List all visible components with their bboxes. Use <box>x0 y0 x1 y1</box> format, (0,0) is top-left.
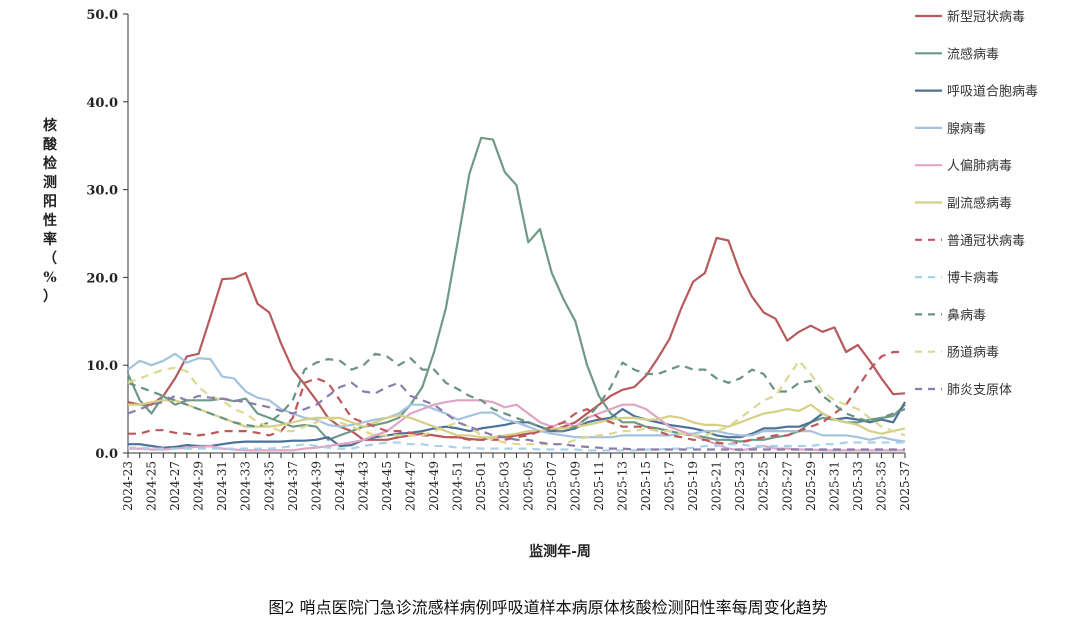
y-tick-label: 30.0 <box>86 184 118 199</box>
x-tick-label: 2025-09 <box>568 461 582 511</box>
x-tick-label: 2024-49 <box>427 461 441 511</box>
x-tick-label: 2024-47 <box>404 461 418 511</box>
x-tick-label: 2025-27 <box>780 461 794 511</box>
x-tick-label: 2025-03 <box>498 461 512 511</box>
x-tick-label: 2025-01 <box>474 461 488 511</box>
axes: 0.0 10.0 20.0 30.0 40.0 50.0 2024-23 2024-25 202… <box>86 8 912 511</box>
x-tick-label: 2025-35 <box>874 461 888 511</box>
x-tick-label: 2025-29 <box>804 461 818 511</box>
x-tick-label: 2024-43 <box>356 461 370 511</box>
x-tick-label: 2024-51 <box>451 461 465 511</box>
series-line <box>127 236 906 441</box>
legend-label: 流感病毒 <box>947 46 999 62</box>
x-tick-label: 2025-05 <box>521 461 535 511</box>
y-tick-label: 0.0 <box>95 447 118 462</box>
x-tick-label: 2024-25 <box>145 461 159 511</box>
x-tick-label: 2024-45 <box>380 461 394 511</box>
x-tick-label: 2025-37 <box>898 461 912 511</box>
legend-label: 人偏肺病毒 <box>947 159 1012 174</box>
legend-label: 腺病毒 <box>947 122 986 137</box>
series-line <box>128 350 905 446</box>
legend-label: 呼吸道合胞病毒 <box>947 85 1038 100</box>
legend-label: 博卡病毒 <box>947 271 999 286</box>
series-line <box>127 359 906 446</box>
x-tick-label: 2024-39 <box>309 461 323 511</box>
y-tick-label: 10.0 <box>86 359 118 374</box>
x-tick-label: 2025-21 <box>710 461 724 511</box>
x-tick-label: 2025-31 <box>827 461 841 511</box>
legend-label: 副流感病毒 <box>947 196 1012 212</box>
x-tick-label: 2025-17 <box>663 461 677 511</box>
x-tick-label: 2024-41 <box>333 461 347 511</box>
series-line <box>128 399 906 439</box>
series-line <box>127 352 906 443</box>
x-tick-label: 2025-33 <box>851 461 865 511</box>
figure-caption: 图2 哨点医院门急诊流感样病例呼吸道样本病原体核酸检测阳性率每周变化趋势 <box>268 598 827 617</box>
x-tick-label: 2024-35 <box>262 461 276 511</box>
legend-label: 肺炎支原体 <box>947 383 1012 398</box>
y-tick-label: 40.0 <box>86 96 118 111</box>
x-axis-label: 监测年-周 <box>529 543 591 560</box>
x-tick-label: 2025-07 <box>545 461 559 511</box>
x-tick-label: 2024-33 <box>239 461 253 511</box>
legend-label: 肠道病毒 <box>947 346 999 361</box>
x-tick-label: 2024-37 <box>286 461 300 511</box>
x-tick-label: 2025-11 <box>592 461 606 511</box>
legend: 新型冠状病毒流感病毒呼吸道合胞病毒腺病毒人偏肺病毒副流感病毒普通冠状病毒博卡病毒… <box>915 9 1038 398</box>
x-tick-label: 2025-25 <box>757 461 771 511</box>
series-line <box>127 352 906 433</box>
series-line <box>127 381 905 451</box>
legend-label: 普通冠状病毒 <box>947 234 1025 249</box>
series-line <box>128 441 905 452</box>
x-tick-label: 2024-27 <box>168 461 182 511</box>
y-tick-label: 20.0 <box>86 271 118 286</box>
x-tick-label: 2025-13 <box>615 461 629 511</box>
x-tick-label: 2025-19 <box>686 461 700 511</box>
x-tick-label: 2024-23 <box>121 461 135 511</box>
series-line <box>128 399 905 452</box>
y-tick-label: 50.0 <box>86 8 118 23</box>
x-tick-label: 2024-29 <box>192 461 206 511</box>
x-tick-label: 2025-23 <box>733 461 747 511</box>
legend-label: 鼻病毒 <box>947 307 986 323</box>
x-tick-label: 2025-15 <box>639 461 653 511</box>
x-tick-label: 2024-31 <box>215 461 229 511</box>
legend-label: 新型冠状病毒 <box>947 9 1025 25</box>
series-line <box>126 136 906 443</box>
y-axis-label: 核酸检测阳性率（%） <box>43 117 58 305</box>
series-lines <box>126 136 906 452</box>
